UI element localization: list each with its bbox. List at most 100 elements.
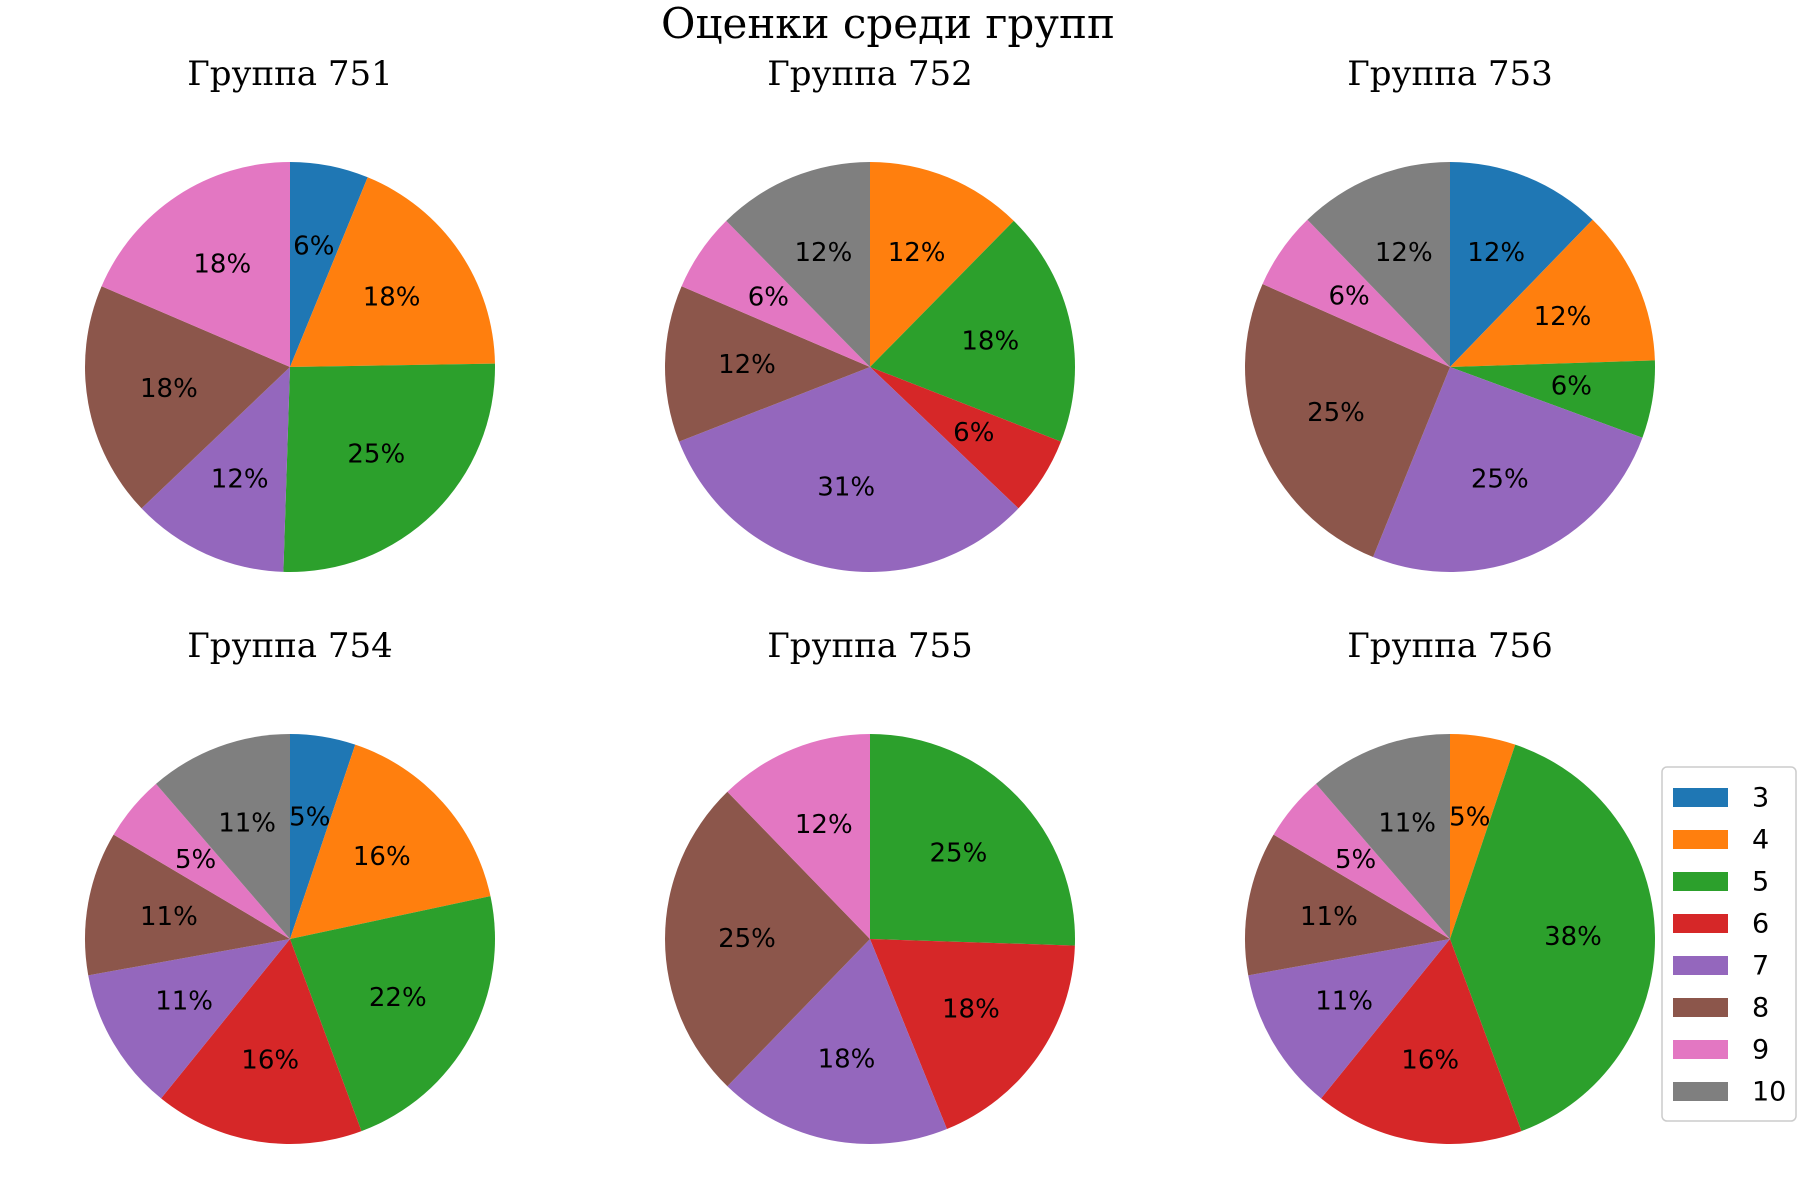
pie-slice-3 [1450, 162, 1593, 367]
pie-labels: 6% 18% 25% 12% 18% 18% [140, 231, 420, 494]
pie-slice-label: 11% [155, 987, 213, 1017]
pie-slice-5 [870, 220, 1075, 442]
pie-slice-8 [665, 791, 870, 1087]
pie-slice-5 [1450, 744, 1656, 1132]
pie-slice-10 [155, 733, 290, 939]
pie-slice-7 [1373, 367, 1643, 573]
pie-slice-6 [1321, 939, 1522, 1144]
legend-label: 3 [1752, 783, 1769, 814]
pie-slice-label: 18% [140, 374, 198, 404]
pie-slice-3 [290, 734, 356, 939]
pie-slice-label: 12% [1375, 238, 1433, 268]
pie-labels: 12%18%6%31%12%6%12% [718, 238, 1019, 503]
pie-slices [1244, 733, 1656, 1144]
pie-slices [84, 733, 495, 1144]
pie-slice-label: 5% [175, 845, 216, 875]
legend-swatch [1673, 830, 1728, 849]
pie-slice-7 [141, 367, 290, 572]
pie-slice-label: 18% [961, 326, 1019, 356]
pie-slice-4 [1450, 219, 1655, 367]
pie-title: Группа 753 [1347, 54, 1553, 94]
legend-label: 6 [1752, 909, 1769, 940]
pie-slice-7 [88, 939, 291, 1099]
pie-slice-label: 12% [211, 464, 269, 494]
pie-slice-5 [290, 896, 495, 1132]
pie-slice-label: 11% [1378, 809, 1436, 839]
pie-slice-8 [84, 834, 290, 976]
pie-slice-label: 18% [818, 1045, 876, 1075]
legend-swatch [1673, 788, 1728, 807]
pie-slice-label: 6% [1551, 372, 1592, 402]
pie-slice-5 [1450, 360, 1655, 438]
pie-slice-label: 16% [353, 842, 411, 872]
pie-labels: 25% 18% 18% 25% 12% [718, 810, 1000, 1075]
pie-slices [665, 161, 1075, 572]
pie-slice-label: 31% [817, 473, 875, 503]
pie-slice-label: 18% [942, 994, 1000, 1024]
pie-chart-1: Группа 751 6% 18% 25% 12% 18% 18% [85, 54, 495, 572]
pie-slice-label: 11% [1300, 902, 1358, 932]
pie-slice-10 [1307, 162, 1450, 367]
legend-label: 9 [1752, 1035, 1769, 1066]
pie-slice-label: 6% [293, 231, 334, 261]
pie-slice-label: 12% [1467, 238, 1525, 268]
pie-slice-label: 25% [1307, 398, 1365, 428]
pie-slice-label: 12% [888, 238, 946, 268]
pie-slice-4 [1450, 734, 1516, 939]
pie-grid: Группа 751 6% 18% 25% 12% 18% 18% Группа 752 12%… [84, 54, 1656, 1144]
pie-slice-label: 25% [718, 924, 776, 954]
pie-slices [1245, 162, 1655, 573]
legend-label: 8 [1752, 993, 1769, 1024]
pie-slice-5 [870, 734, 1075, 946]
legend-entry-3: 3 [1673, 783, 1769, 814]
pie-slice-7 [1248, 939, 1450, 1099]
pie-slice-8 [85, 286, 290, 509]
figure-title: Оценки среди групп [661, 0, 1115, 48]
pie-slice-label: 6% [953, 418, 994, 448]
pie-slice-label: 5% [1449, 803, 1490, 833]
pie-slice-8 [1244, 834, 1450, 976]
pie-labels: 12%12%6%25%25%6%12% [1307, 238, 1592, 495]
pie-slice-label: 6% [748, 283, 789, 313]
legend-swatch [1673, 872, 1728, 891]
legend-entry-4: 4 [1673, 825, 1769, 856]
legend-entry-10: 10 [1673, 1077, 1786, 1108]
pie-slice-4 [870, 161, 1014, 367]
pie-slice-6 [870, 939, 1075, 1130]
pie-slice-label: 12% [795, 810, 853, 840]
pie-title: Группа 754 [187, 626, 393, 666]
pie-slice-8 [665, 286, 870, 442]
pie-slices [85, 162, 495, 572]
legend-entry-8: 8 [1673, 993, 1769, 1024]
legend-entry-6: 6 [1673, 909, 1769, 940]
legend-frame [1661, 766, 1797, 1122]
legend-entry-7: 7 [1673, 951, 1769, 982]
pie-slice-label: 12% [795, 238, 853, 268]
pie-labels: 5%16%22%16%11%11%5%11% [140, 803, 427, 1076]
pie-slice-label: 25% [1471, 465, 1529, 495]
pie-slice-9 [727, 734, 870, 939]
legend-swatch [1673, 914, 1728, 933]
pie-slice-label: 22% [369, 983, 427, 1013]
pie-slice-10 [1315, 733, 1450, 939]
pie-slice-9 [101, 162, 290, 367]
legend-swatch [1673, 1082, 1728, 1101]
pie-slice-label: 11% [1315, 987, 1373, 1017]
legend-label: 5 [1752, 867, 1769, 898]
legend-label: 10 [1752, 1077, 1786, 1108]
pie-slice-label: 25% [347, 440, 405, 470]
pie-slice-10 [726, 162, 870, 367]
pie-slice-9 [681, 220, 870, 367]
pie-slice-6 [870, 367, 1061, 509]
pie-slices [665, 734, 1075, 1144]
pie-slice-7 [727, 939, 947, 1144]
legend-entry-9: 9 [1673, 1035, 1769, 1066]
pie-slice-9 [1262, 219, 1450, 367]
legend-entry-5: 5 [1673, 867, 1769, 898]
pie-slice-label: 6% [1328, 282, 1369, 312]
pie-slice-7 [679, 367, 1019, 572]
